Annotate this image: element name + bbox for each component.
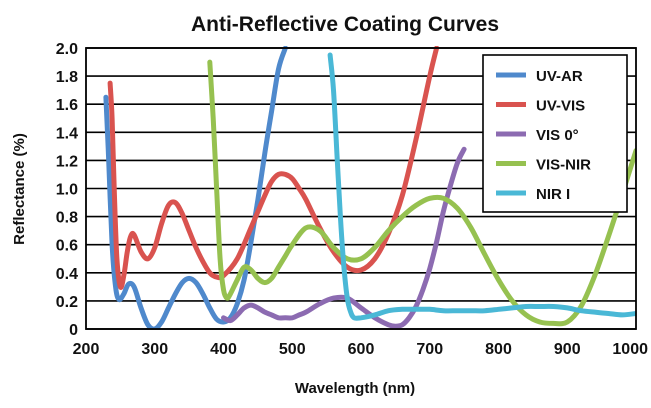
x-tick-label: 600 [348,341,375,358]
x-axis-label: Wavelength (nm) [295,380,415,397]
y-tick-label: 0.6 [56,238,78,255]
legend-label-uv-ar: UV-AR [536,68,583,85]
series-line-uv-ar [103,46,288,329]
y-axis-label: Reflectance (%) [11,133,28,245]
series-line-uv-vis [107,46,440,290]
y-tick-label: 2.0 [56,41,78,58]
y-tick-label: 1.4 [56,125,78,142]
series-line-vis-nir [207,59,636,327]
legend: UV-AR UV-VIS VIS 0° VIS-NIR NIR I [482,54,628,213]
x-tick-label: 900 [554,341,581,358]
y-tick-label: 0.4 [56,266,78,283]
x-tick-label: 200 [73,341,100,358]
y-tick-label: 1.0 [56,182,78,199]
series-lines [103,46,636,329]
legend-label-nir-i: NIR I [536,186,570,203]
y-tick-label: 0.2 [56,294,78,311]
x-tick-label: 400 [210,341,237,358]
x-tick-label: 1000 [612,341,648,358]
plot-frame [85,47,637,330]
y-tick-label: 1.8 [56,69,78,86]
x-tick-label: 800 [485,341,512,358]
y-tick-label: 1.2 [56,153,78,170]
legend-label-uv-vis: UV-VIS [536,98,585,115]
series-line-nir-i [327,52,636,321]
legend-label-vis-0: VIS 0° [536,127,579,144]
y-tick-label: 1.6 [56,97,78,114]
y-tick-label: 0 [69,322,78,339]
y-tick-label: 0.8 [56,210,78,227]
x-tick-label: 500 [279,341,306,358]
series-line-vis-0 [221,146,467,329]
y-tick-labels: 0 0.2 0.4 0.6 0.8 1.0 1.2 1.4 1.6 1.8 2.0 [56,41,78,339]
x-tick-label: 700 [416,341,443,358]
chart-title: Anti-Reflective Coating Curves [191,13,499,36]
x-tick-labels: 200 300 400 500 600 700 800 900 1000 [73,341,648,358]
legend-label-vis-nir: VIS-NIR [536,157,591,174]
x-tick-label: 300 [141,341,168,358]
